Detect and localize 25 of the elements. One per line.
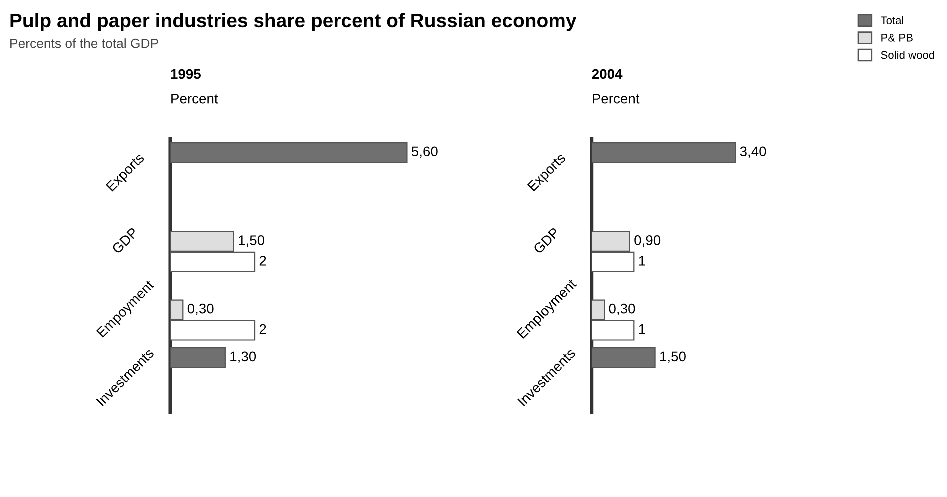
chart-subtitle: Percent [593, 94, 640, 104]
data-label: 1 [639, 256, 646, 266]
legend-label: P& PB [882, 34, 913, 42]
text: Pulp and paper industries share percent of Russian economy [10, 13, 577, 32]
data-label: 1,30 [230, 352, 256, 364]
legend-label: Total [881, 16, 904, 25]
data-label: 0,30 [188, 304, 214, 316]
data-label: 0,90 [634, 236, 661, 248]
bar [592, 142, 736, 164]
chart-title: 1995 [171, 69, 201, 80]
data-label: 1,50 [660, 352, 686, 364]
data-label: 2 [260, 324, 266, 334]
data-label: 1 [639, 324, 646, 334]
bar [170, 348, 226, 368]
data-label: 2 [260, 256, 266, 266]
chart-title: 2004 [592, 69, 623, 80]
data-label: 1,50 [239, 236, 265, 248]
chart-subtitle: Percent [172, 94, 218, 104]
data-label: 5,60 [412, 146, 438, 158]
bar [170, 142, 408, 164]
bar [592, 348, 656, 368]
data-label: 3,40 [740, 146, 766, 158]
legend-label: Solid wood [881, 50, 934, 60]
data-label: 0,30 [609, 304, 636, 316]
text: Percents of the total GDP [10, 38, 158, 48]
